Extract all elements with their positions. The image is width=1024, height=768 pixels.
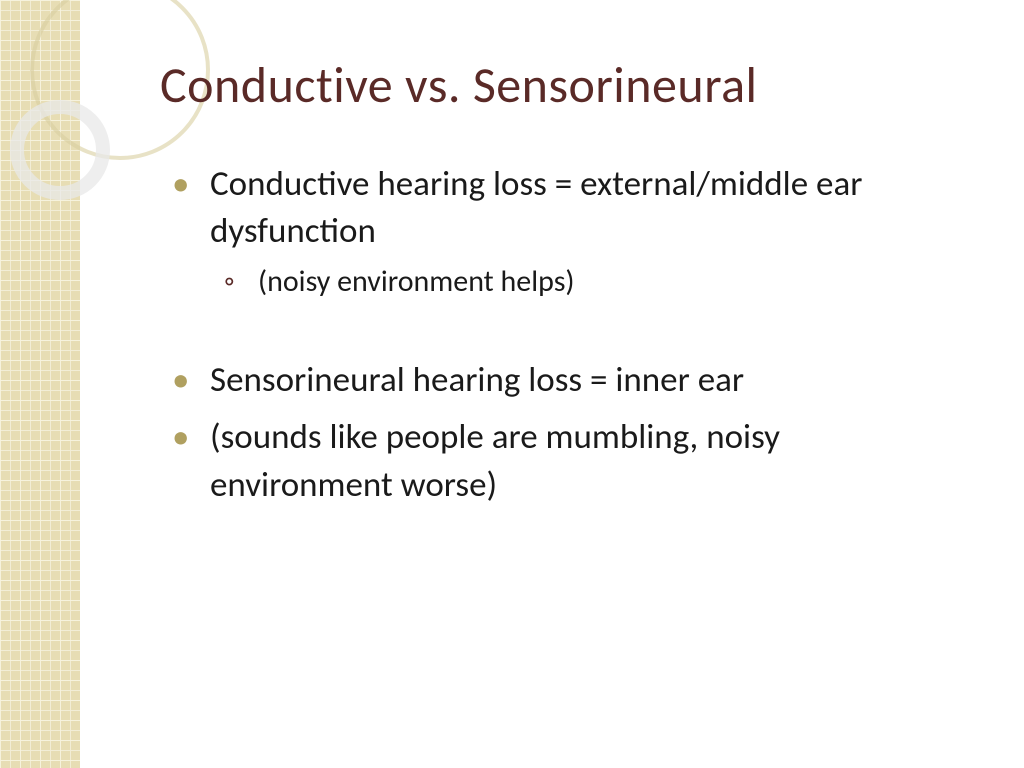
bullet-text: (sounds like people are mumbling, noisy … <box>210 416 780 505</box>
bullet-list: Conductive hearing loss = external/middl… <box>160 161 964 302</box>
slide-title: Conductive vs. Sensorineural <box>160 55 964 116</box>
bullet-item: Sensorineural hearing loss = inner ear <box>210 357 964 404</box>
sub-bullet-item: (noisy environment helps) <box>258 262 964 303</box>
bullet-item: Conductive hearing loss = external/middl… <box>210 161 964 302</box>
bullet-item: (sounds like people are mumbling, noisy … <box>210 414 964 509</box>
spacer <box>160 312 964 357</box>
sub-bullet-text: (noisy environment helps) <box>258 263 575 300</box>
bullet-text: Conductive hearing loss = external/middl… <box>210 163 862 252</box>
bullet-list: Sensorineural hearing loss = inner ear (… <box>160 357 964 509</box>
sub-bullet-list: (noisy environment helps) <box>210 262 964 303</box>
slide-content: Conductive vs. Sensorineural Conductive … <box>0 0 1024 768</box>
bullet-text: Sensorineural hearing loss = inner ear <box>210 359 744 401</box>
